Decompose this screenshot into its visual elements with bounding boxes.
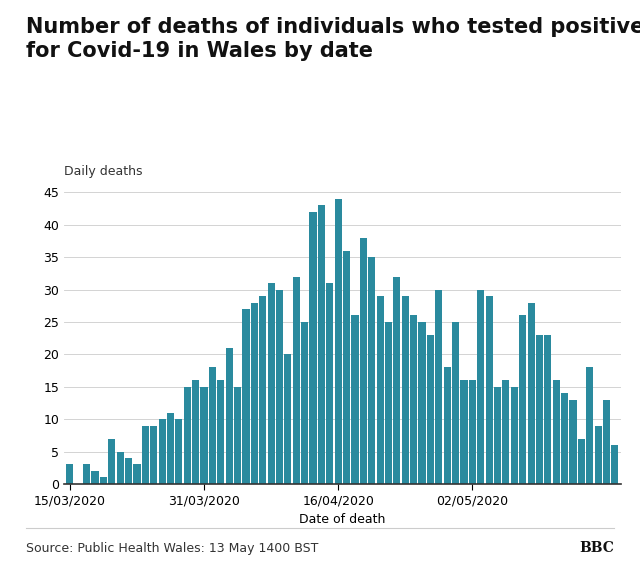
Bar	[284, 354, 291, 484]
Bar	[452, 322, 459, 484]
Bar	[536, 335, 543, 484]
Bar	[167, 413, 174, 484]
Bar	[335, 199, 342, 484]
Bar	[184, 387, 191, 484]
Bar	[133, 465, 141, 484]
Bar	[435, 290, 442, 484]
Text: Daily deaths: Daily deaths	[64, 165, 143, 178]
Bar	[444, 367, 451, 484]
Bar	[67, 465, 74, 484]
Bar	[292, 276, 300, 484]
Bar	[268, 283, 275, 484]
Text: Number of deaths of individuals who tested positive
for Covid-19 in Wales by dat: Number of deaths of individuals who test…	[26, 17, 640, 61]
Bar	[116, 451, 124, 484]
Bar	[561, 393, 568, 484]
Bar	[544, 335, 552, 484]
Bar	[402, 296, 409, 484]
Bar	[385, 322, 392, 484]
Bar	[502, 380, 509, 484]
Bar	[343, 251, 350, 484]
Bar	[108, 438, 115, 484]
Bar	[527, 303, 534, 484]
Bar	[611, 445, 618, 484]
Bar	[150, 426, 157, 484]
Bar	[142, 426, 149, 484]
Bar	[92, 471, 99, 484]
Bar	[427, 335, 434, 484]
Bar	[100, 477, 107, 484]
Bar	[243, 309, 250, 484]
Bar	[519, 315, 526, 484]
Bar	[477, 290, 484, 484]
Bar	[553, 380, 560, 484]
Bar	[486, 296, 493, 484]
X-axis label: Date of death: Date of death	[300, 513, 385, 526]
Bar	[276, 290, 283, 484]
Bar	[595, 426, 602, 484]
Bar	[469, 380, 476, 484]
Bar	[586, 367, 593, 484]
Bar	[511, 387, 518, 484]
Bar	[175, 419, 182, 484]
Bar	[460, 380, 468, 484]
Bar	[326, 283, 333, 484]
Bar	[310, 212, 317, 484]
Bar	[125, 458, 132, 484]
Bar	[192, 380, 199, 484]
Bar	[410, 315, 417, 484]
Text: Source: Public Health Wales: 13 May 1400 BST: Source: Public Health Wales: 13 May 1400…	[26, 542, 318, 554]
Bar	[376, 296, 384, 484]
Text: BBC: BBC	[580, 541, 614, 555]
Bar	[200, 387, 207, 484]
Bar	[234, 387, 241, 484]
Bar	[301, 322, 308, 484]
Bar	[351, 315, 358, 484]
Bar	[578, 438, 585, 484]
Bar	[259, 296, 266, 484]
Bar	[159, 419, 166, 484]
Bar	[603, 400, 610, 484]
Bar	[368, 257, 375, 484]
Bar	[209, 367, 216, 484]
Bar	[226, 348, 233, 484]
Bar	[394, 276, 401, 484]
Bar	[83, 465, 90, 484]
Bar	[318, 205, 325, 484]
Bar	[419, 322, 426, 484]
Bar	[360, 238, 367, 484]
Bar	[217, 380, 225, 484]
Bar	[494, 387, 501, 484]
Bar	[251, 303, 258, 484]
Bar	[570, 400, 577, 484]
